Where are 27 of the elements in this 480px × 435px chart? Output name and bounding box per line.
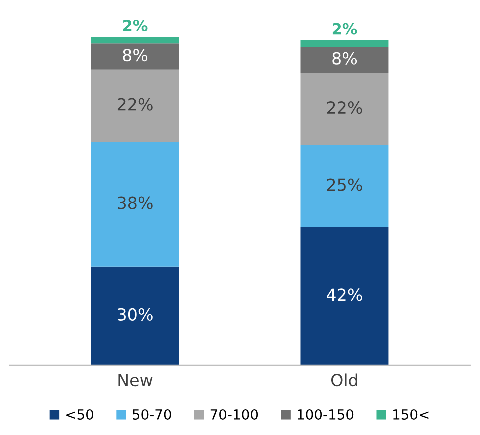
x-tick-label: Old [331,374,358,387]
data-label: 8% [123,49,148,62]
data-label: 30% [118,308,153,321]
data-label: 22% [118,98,153,111]
bar [91,37,180,44]
legend-label: 100-150 [298,409,354,420]
data-label: 22% [327,102,362,114]
bar [300,46,389,74]
legend-label: <50 [66,409,94,420]
data-label: 2% [124,20,148,32]
bar [300,145,389,228]
bar [91,44,180,70]
bar [300,40,389,47]
bar [300,228,389,366]
bar [91,70,180,142]
x-tick-label: New [118,374,153,387]
bar [300,73,389,146]
data-label: 2% [332,23,358,35]
bar [91,142,180,267]
data-label: 8% [332,52,358,65]
legend-label: 50-70 [133,409,172,420]
legend-label: 70-100 [210,409,258,420]
bar [91,266,180,366]
data-label: 25% [327,178,362,192]
data-label: 38% [118,196,153,210]
legend-label: 150< [394,409,429,420]
data-label: 42% [327,288,362,302]
